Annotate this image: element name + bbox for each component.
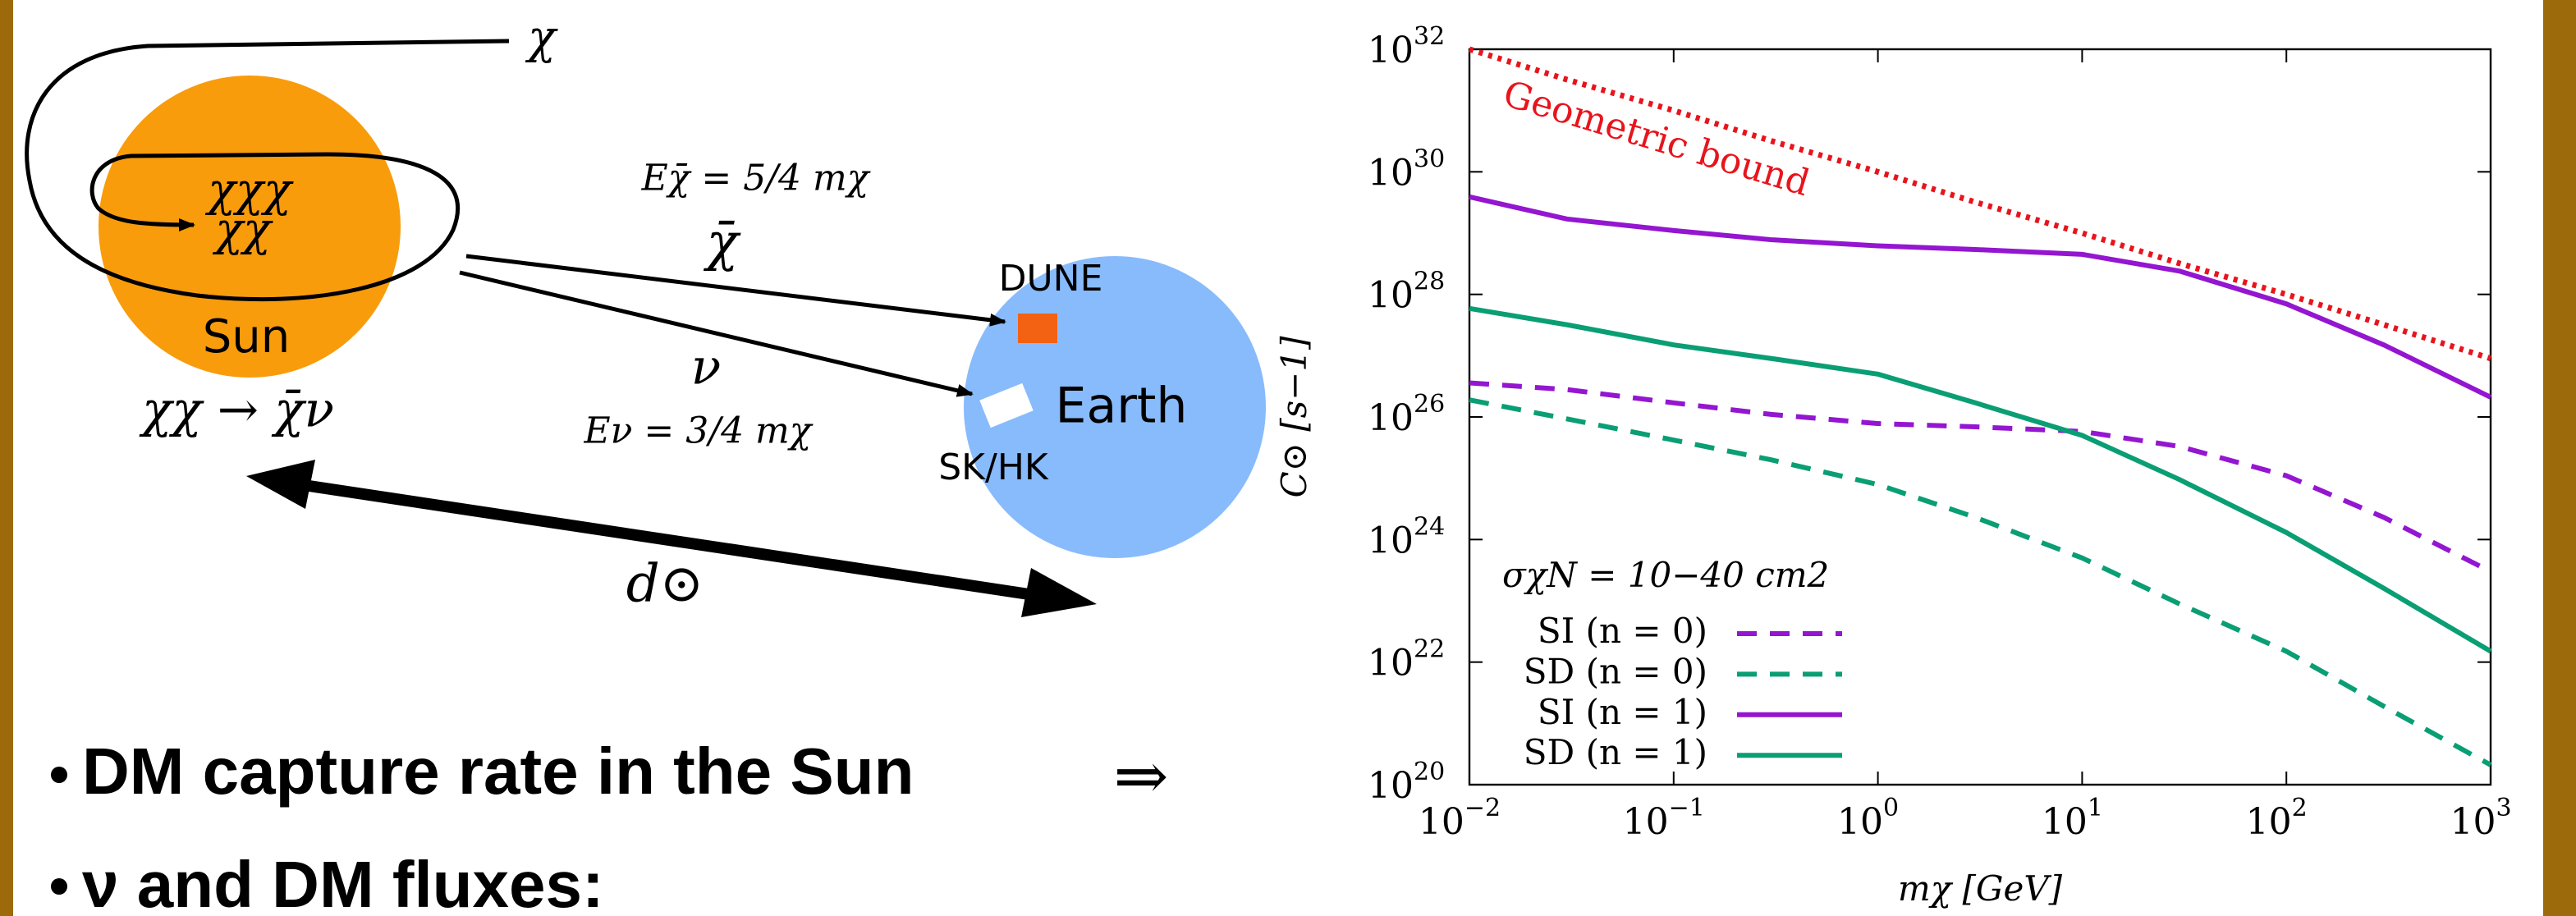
legend-label: SD (n = 0)	[1524, 651, 1707, 691]
sun-particles: χχ	[212, 204, 273, 257]
slide: χ χχχ χχ Sun χχ → χ̄ν Eχ̄ = 5/4 mχ χ̄ ν …	[0, 0, 2576, 916]
nu-label: ν	[691, 339, 721, 396]
dune-label: DUNE	[999, 258, 1103, 300]
page: { "diagram": { "chi_label": "χ", "sun_pa…	[0, 0, 2576, 916]
earth-label: Earth	[1056, 378, 1188, 435]
annihilation-label: χχ → χ̄ν	[139, 382, 334, 439]
legend-title: σχN = 10−40 cm2	[1502, 555, 1829, 595]
dune-detector	[1018, 314, 1057, 343]
y-axis-label: C⊙ [s−1]	[1274, 336, 1314, 498]
nu-energy: Eν = 3/4 mχ	[584, 410, 814, 452]
legend-label: SD (n = 1)	[1524, 732, 1707, 772]
bullet-text: ν and DM fluxes:	[82, 848, 604, 916]
sun-label: Sun	[203, 310, 291, 364]
chi-label: χ	[525, 11, 558, 65]
antichi-label: χ̄	[704, 213, 741, 273]
legend-label: SI (n = 0)	[1538, 611, 1707, 651]
x-axis-label: mχ [GeV]	[1898, 868, 2063, 909]
bullet-dot	[51, 878, 67, 895]
bullet-dot	[51, 767, 67, 783]
legend-label: SI (n = 1)	[1538, 692, 1707, 732]
skhk-label: SK/HK	[938, 447, 1049, 488]
implies-arrow: ⇒	[1113, 738, 1168, 814]
left-border	[0, 0, 13, 916]
distance-label: d⊙	[626, 554, 704, 615]
bullet-text: DM capture rate in the Sun	[82, 735, 914, 808]
right-border	[2543, 0, 2576, 916]
antichi-energy: Eχ̄ = 5/4 mχ	[641, 158, 871, 199]
